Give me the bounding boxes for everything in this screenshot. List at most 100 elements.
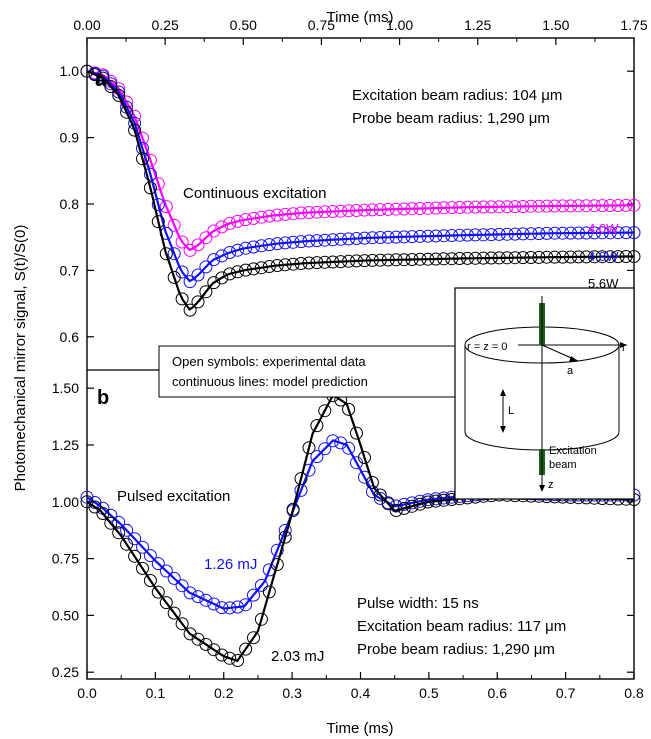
data-point (231, 243, 245, 257)
data-point (191, 268, 205, 282)
data-point (215, 648, 229, 662)
inset-r-label: r (622, 342, 626, 354)
legend-line-2: continuous lines: model prediction (172, 374, 368, 389)
data-point (223, 246, 237, 259)
data-point (413, 494, 427, 508)
inset-beam-label-1: Excitation (549, 445, 597, 457)
data-point (405, 499, 419, 513)
data-point (136, 152, 149, 166)
data-point (183, 275, 197, 289)
data-point (254, 612, 268, 626)
panel-a-series (80, 64, 641, 317)
data-point (326, 434, 340, 448)
x-tick-label-b-6: 0.6 (488, 685, 508, 701)
data-point (207, 224, 221, 238)
data-point (270, 543, 284, 557)
x-tick-label-b-1: 0.1 (146, 685, 166, 701)
data-point (136, 141, 149, 155)
data-point (143, 181, 157, 195)
x-tick-label-a-1: 0.25 (152, 17, 179, 33)
y-tick-label-b-2: 0.75 (52, 551, 79, 567)
data-point (302, 441, 316, 455)
data-point (104, 516, 118, 530)
x-tick-label-a-0: 0.00 (73, 17, 100, 33)
panel-b-pulse-width: Pulse width: 15 ns (357, 595, 479, 612)
data-point (136, 540, 149, 554)
x-axis-top-title: Time (ms) (327, 9, 394, 26)
data-point (167, 270, 181, 284)
data-point (207, 276, 221, 290)
data-point (104, 80, 118, 93)
data-point (231, 214, 245, 228)
y-tick-label-b-5: 1.50 (52, 380, 79, 396)
panel-a-excitation-radius: Excitation beam radius: 104 μm (352, 87, 562, 104)
data-point (159, 247, 173, 261)
panel-b-excitation-radius: Excitation beam radius: 117 μm (357, 618, 566, 635)
data-point (294, 472, 308, 486)
legend-box (158, 345, 462, 398)
y-tick-label-a-2: 0.8 (60, 196, 80, 212)
data-point (373, 488, 387, 502)
data-point (80, 64, 94, 78)
data-point (159, 200, 173, 214)
x-tick-label-a-2: 0.50 (230, 17, 257, 33)
panel-a-ticks: 0.00 0.25 0.50 0.75 1.00 1.25 1.50 1.75 0.6 0.7 0.… (60, 17, 648, 345)
data-point (358, 451, 371, 464)
data-point (175, 617, 189, 631)
data-point (350, 426, 363, 440)
data-point (183, 586, 197, 600)
series-label-2-03mj: 2.03 mJ (271, 648, 324, 665)
data-point (215, 249, 229, 263)
x-tick-label-a-5: 1.25 (464, 17, 491, 33)
data-point (128, 549, 142, 563)
data-point (262, 585, 276, 599)
data-point (231, 654, 245, 667)
data-point (207, 253, 221, 267)
data-point (342, 441, 356, 455)
data-point (247, 631, 260, 645)
series-label-4-8w: 4.8W (588, 249, 619, 264)
data-point (167, 247, 181, 261)
inset-z-label: z (548, 479, 554, 491)
data-point (96, 71, 110, 85)
data-point (112, 88, 126, 102)
data-point (247, 588, 260, 602)
data-point (199, 285, 213, 299)
x-tick-label-a-3: 0.75 (308, 17, 335, 33)
x-tick-label-b-7: 0.7 (556, 685, 576, 701)
data-point (389, 504, 403, 517)
x-tick-label-b-8: 0.8 (624, 685, 644, 701)
data-point (310, 450, 324, 464)
data-point (88, 68, 102, 82)
data-point (397, 501, 411, 515)
data-point (191, 590, 205, 604)
data-point (151, 585, 165, 599)
y-tick-label-b-4: 1.25 (52, 437, 79, 453)
x-axis-bottom-title: Time (ms) (327, 720, 394, 737)
z-axis-arrowhead (539, 485, 545, 492)
data-point (413, 497, 427, 511)
data-point (136, 561, 149, 575)
series-label-5-6w: 5.6W (588, 276, 619, 291)
series-5-6w (80, 64, 641, 317)
r-axis-arrowhead (620, 342, 627, 348)
data-point (239, 598, 253, 612)
data-point (223, 216, 237, 230)
x-tick-label-a-4: 1.00 (386, 17, 413, 33)
data-point (318, 442, 332, 456)
y-tick-label-b-0: 0.25 (52, 664, 79, 680)
data-point (112, 526, 126, 540)
data-point (270, 558, 284, 571)
panel-a-letter: a (95, 69, 107, 91)
model-line (86, 70, 634, 283)
inset-schematic: r = z = 0 r a L Excitation beam z (454, 287, 635, 500)
data-point (254, 578, 268, 592)
x-tick-label-b-5: 0.5 (419, 685, 439, 701)
y-tick-label-a-1: 0.7 (60, 262, 80, 278)
panel-a-probe-radius: Probe beam radius: 1,290 μm (352, 110, 550, 127)
data-point (128, 123, 142, 137)
data-point (159, 596, 173, 610)
data-point (120, 105, 134, 119)
data-point (381, 497, 395, 511)
data-point (365, 476, 379, 489)
